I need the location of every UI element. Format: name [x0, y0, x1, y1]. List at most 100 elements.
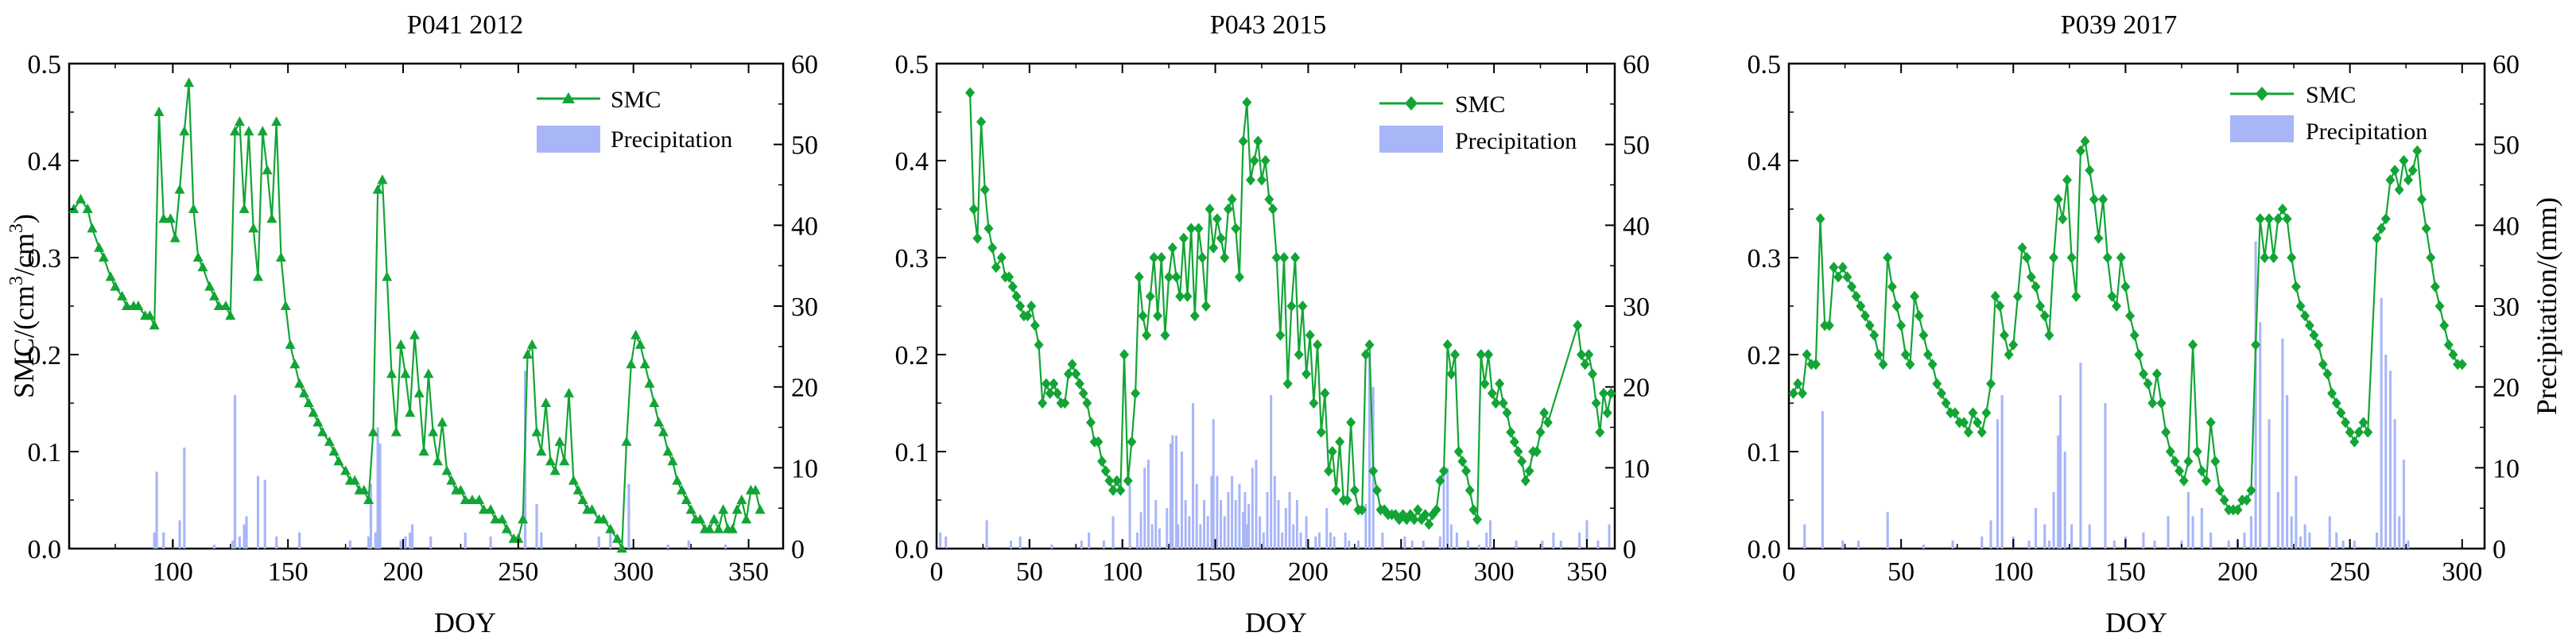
- smc-point: [1178, 232, 1189, 244]
- y-tick-right-label: 60: [2493, 50, 2520, 80]
- smc-point: [2385, 174, 2396, 186]
- smc-point: [2291, 281, 2301, 293]
- precip-bar: [1922, 544, 1925, 549]
- smc-point: [478, 504, 489, 514]
- precip-bar: [1102, 540, 1105, 549]
- precip-bar: [233, 394, 237, 549]
- smc-point: [2241, 495, 2252, 506]
- smc-point: [1123, 475, 1133, 487]
- smc-point: [262, 165, 273, 175]
- smc-point: [531, 426, 542, 436]
- smc-point: [208, 290, 219, 301]
- smc-point: [1531, 446, 1542, 457]
- smc-point: [2116, 252, 2126, 263]
- smc-point: [2336, 407, 2346, 419]
- smc-point: [490, 514, 501, 524]
- smc-point: [1041, 378, 1051, 390]
- smc-point: [987, 242, 998, 254]
- smc-point: [2178, 475, 2189, 487]
- smc-point: [1256, 174, 1267, 186]
- smc-point: [1453, 446, 1464, 457]
- smc-point: [2151, 368, 2162, 380]
- smc-point: [197, 262, 208, 272]
- smc-point: [1869, 329, 1880, 341]
- smc-point: [2273, 213, 2283, 225]
- smc-point: [2219, 495, 2229, 506]
- smc-point: [1085, 417, 1096, 429]
- x-tick-label: 300: [2442, 557, 2482, 587]
- smc-point: [1022, 310, 1033, 322]
- smc-point: [1104, 475, 1115, 487]
- smc-point: [1941, 398, 1951, 409]
- precip-bar: [1403, 536, 1406, 549]
- precip-bar: [1166, 508, 1169, 549]
- precip-bar: [666, 544, 669, 549]
- smc-point: [1864, 320, 1875, 332]
- precip-bar: [298, 532, 301, 549]
- smc-point: [1160, 329, 1170, 341]
- precip-bar: [1578, 532, 1581, 549]
- smc-point: [1231, 223, 1241, 235]
- smc-point: [1431, 504, 1441, 516]
- smc-point: [1279, 252, 1290, 263]
- smc-point: [1506, 426, 1516, 438]
- smc-point: [1335, 436, 1345, 448]
- smc-point: [1513, 446, 1523, 457]
- smc-point: [1324, 465, 1334, 477]
- precip-bar: [409, 532, 412, 549]
- smc-point: [731, 504, 743, 514]
- smc-point: [158, 213, 169, 223]
- legend-smc-label: SMC: [1455, 91, 1505, 118]
- smc-point: [545, 456, 556, 466]
- precip-bar: [2295, 475, 2298, 549]
- x-tick-label: 150: [268, 557, 308, 587]
- precip-bar: [2043, 524, 2046, 549]
- precip-bar: [2186, 491, 2190, 549]
- precip-bar: [2209, 532, 2213, 549]
- smc-point: [395, 339, 406, 349]
- precip-bar: [2384, 355, 2388, 549]
- smc-point: [1905, 359, 1915, 370]
- smc-point: [704, 523, 715, 533]
- smc-point: [1071, 368, 1081, 380]
- precip-bar: [275, 536, 278, 549]
- ylabel-sup-1: 3: [6, 276, 27, 285]
- smc-point: [2004, 349, 2014, 360]
- legend-smc-marker: [1405, 96, 1418, 111]
- smc-point: [2202, 475, 2211, 487]
- smc-point: [1584, 349, 1594, 360]
- panel-1-title: P041 2012: [407, 10, 523, 40]
- smc-point: [2439, 320, 2450, 332]
- precip-bar: [1422, 540, 1425, 549]
- smc-point: [467, 495, 478, 504]
- precip-bar: [1242, 512, 1245, 549]
- precip-bar: [2328, 516, 2331, 549]
- x-tick-label: 200: [2217, 557, 2258, 587]
- x-tick-label: 350: [1566, 557, 1607, 587]
- smc-point: [1887, 281, 1897, 293]
- y-tick-left-label: 0.1: [28, 438, 62, 467]
- x-tick-label: 100: [1102, 557, 1143, 587]
- smc-point: [497, 514, 508, 524]
- smc-point: [1238, 135, 1248, 147]
- precip-bar: [2058, 394, 2062, 549]
- precip-bar: [1199, 524, 1202, 549]
- precip-bar: [1212, 419, 1215, 549]
- smc-point: [1108, 484, 1119, 496]
- smc-point: [996, 252, 1007, 263]
- precip-bar: [2353, 540, 2356, 549]
- smc-point: [1253, 135, 1263, 147]
- smc-point: [1331, 484, 1341, 496]
- precip-bar: [1088, 532, 1091, 549]
- smc-point: [1896, 320, 1907, 332]
- smc-point: [2300, 310, 2310, 322]
- precip-bar: [1184, 500, 1187, 549]
- smc-point: [965, 87, 976, 99]
- smc-point: [1520, 475, 1530, 487]
- smc-point: [1096, 456, 1107, 467]
- smc-point: [1197, 252, 1208, 263]
- smc-point: [2318, 359, 2328, 370]
- precip-bar: [1270, 394, 1273, 549]
- smc-point: [1535, 426, 1546, 438]
- smc-point: [2412, 145, 2423, 157]
